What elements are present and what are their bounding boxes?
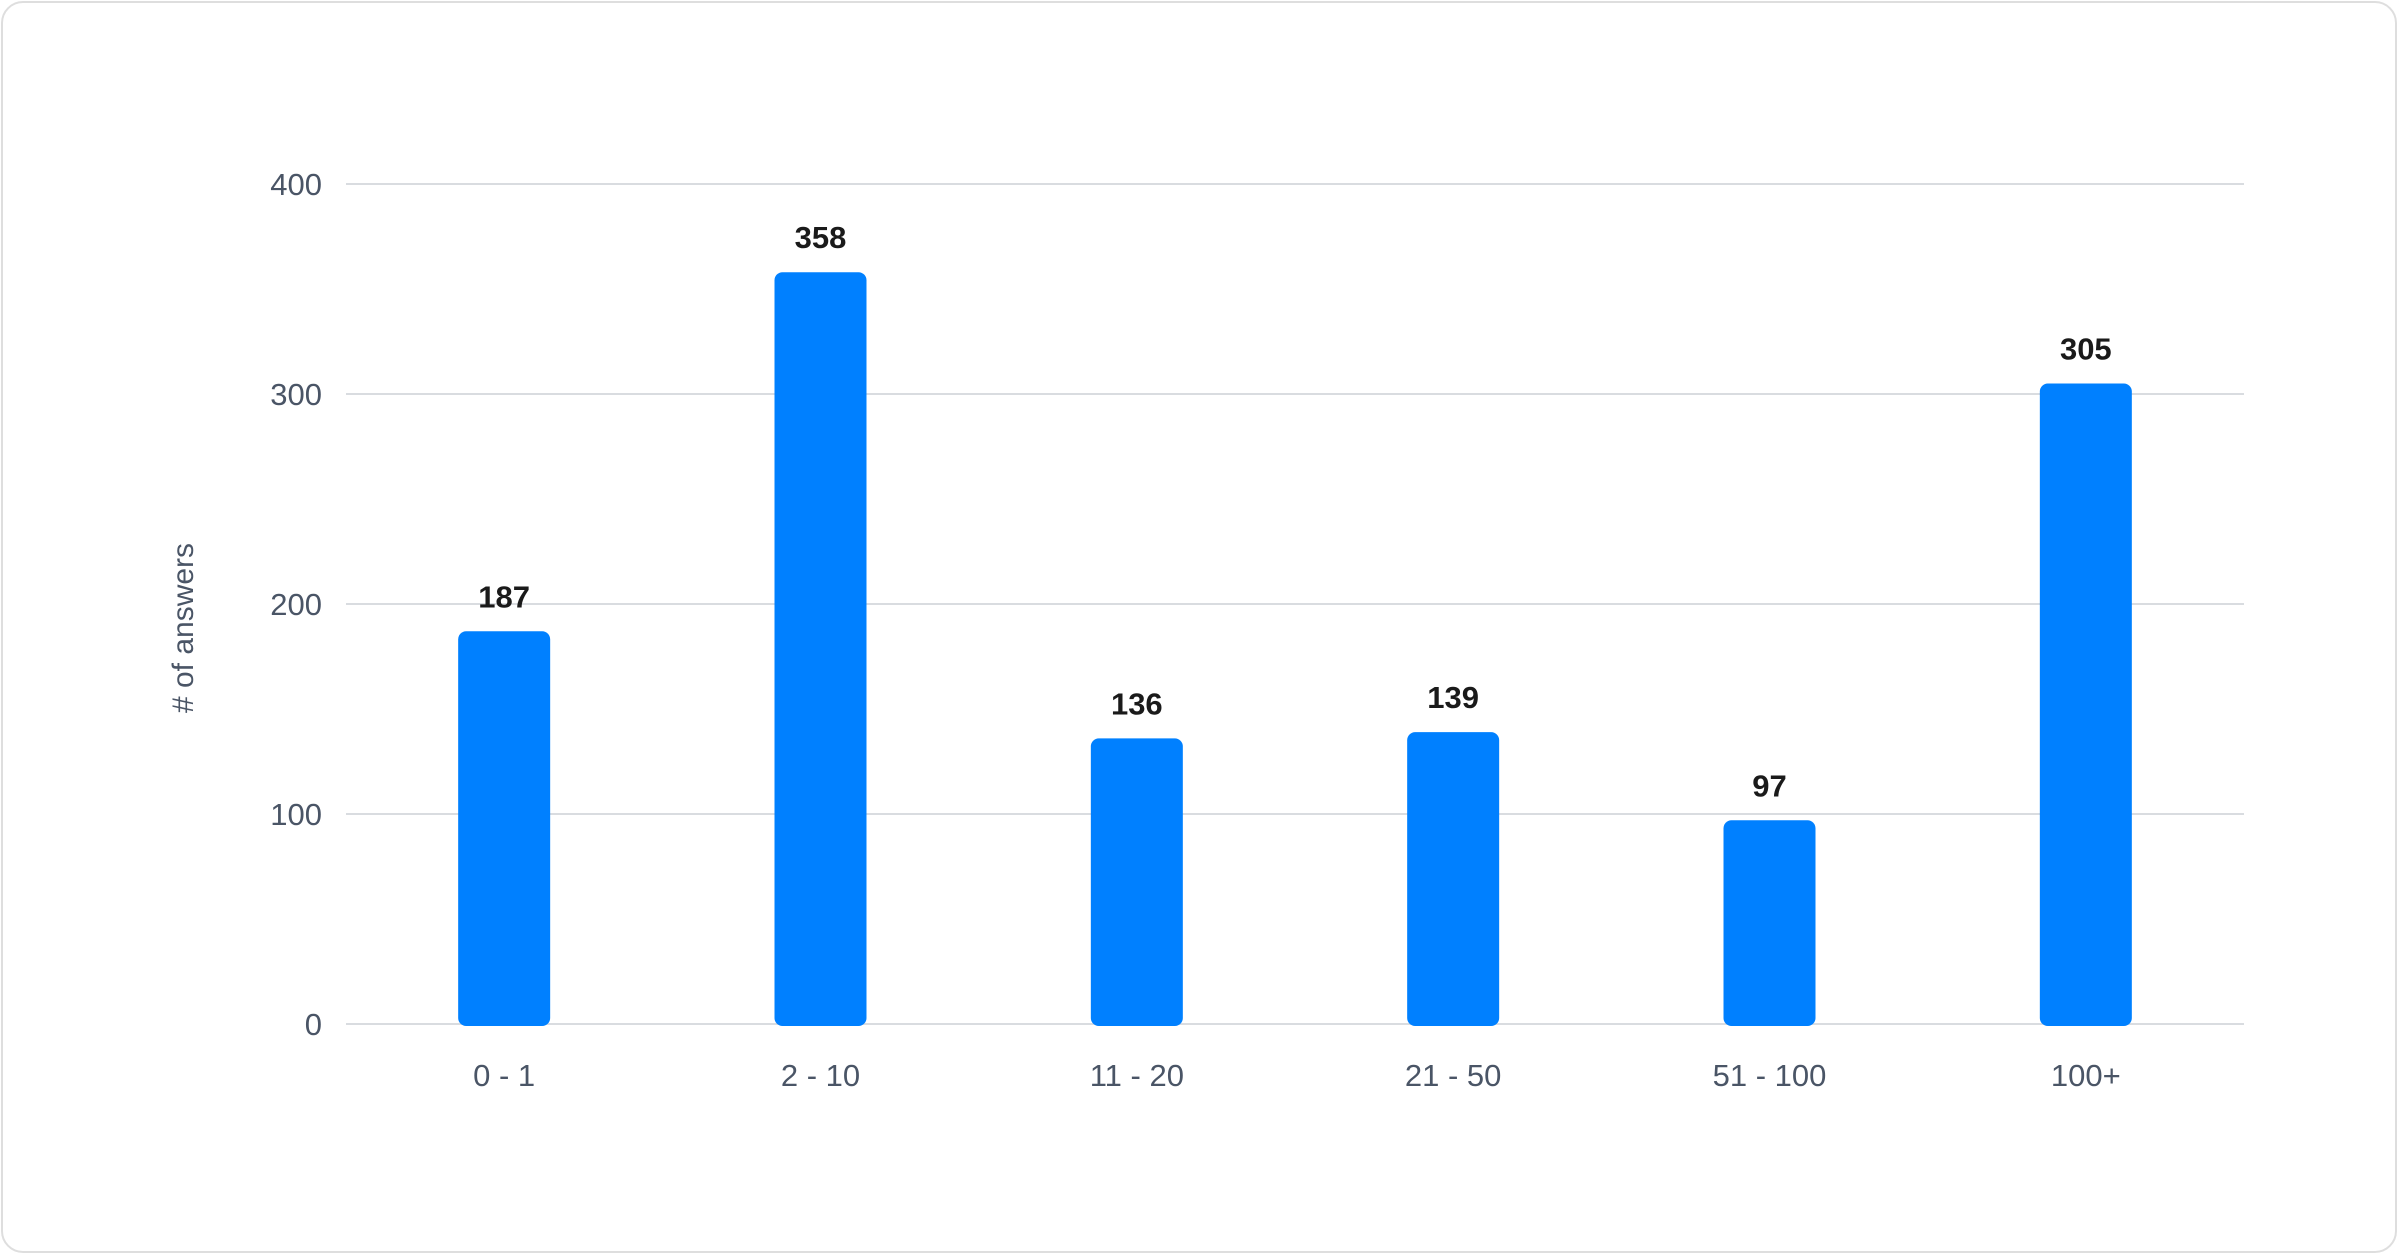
bar [2039, 383, 2132, 1026]
bar [1090, 738, 1183, 1026]
x-tick-label: 0 - 1 [473, 1058, 535, 1093]
data-label: 305 [2060, 332, 2112, 367]
data-label: 187 [478, 579, 530, 614]
data-label: 139 [1427, 680, 1479, 715]
y-tick-label: 100 [270, 797, 322, 832]
y-tick-label: 300 [270, 377, 322, 412]
y-tick-label: 200 [270, 587, 322, 622]
bar [774, 272, 867, 1026]
bar [1723, 820, 1816, 1026]
bar [458, 631, 551, 1026]
y-axis-title: # of answers [167, 543, 200, 713]
y-tick-label: 0 [305, 1007, 322, 1042]
y-tick-label: 400 [270, 167, 322, 202]
x-tick-label: 11 - 20 [1090, 1058, 1184, 1093]
bars: 187 0 - 1 358 2 - 10 136 11 - 20 139 21 - 50 97 5… [458, 220, 2132, 1093]
x-tick-label: 21 - 50 [1405, 1058, 1502, 1093]
gridlines: 0 100 200 300 400 [270, 167, 2244, 1042]
bar [1407, 732, 1500, 1026]
data-label: 97 [1752, 768, 1786, 803]
x-tick-label: 51 - 100 [1713, 1058, 1827, 1093]
x-tick-label: 100+ [2051, 1058, 2121, 1093]
x-tick-label: 2 - 10 [781, 1058, 860, 1093]
data-label: 136 [1111, 686, 1163, 721]
data-label: 358 [795, 220, 847, 255]
